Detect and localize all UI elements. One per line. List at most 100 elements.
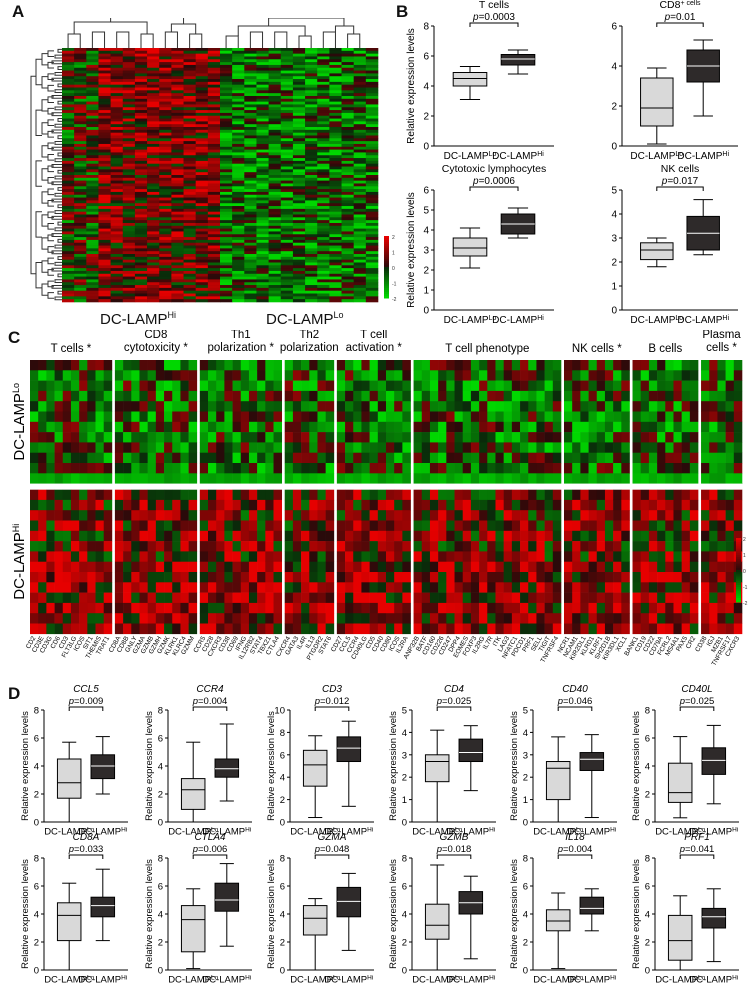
heatmap-a-cell	[122, 90, 136, 94]
heatmap-a-cell	[292, 53, 306, 57]
heatmap-c-cell-hi	[429, 530, 439, 542]
heatmap-a-cell	[62, 138, 75, 142]
heatmap-a-cell	[110, 270, 124, 275]
heatmap-a-cell	[220, 84, 233, 88]
heatmap-c-cell-hi	[503, 520, 513, 532]
heatmap-c-cell-lo	[479, 390, 488, 402]
heatmap-a-cell	[244, 146, 257, 150]
heatmap-c-cell-hi	[30, 582, 39, 593]
heatmap-c-cell-lo	[503, 370, 513, 381]
heatmap-c-cell-hi	[689, 489, 699, 501]
heatmap-a-cell	[195, 112, 209, 117]
heatmap-c-cell-lo	[604, 380, 614, 392]
heatmap-a-cell	[292, 160, 306, 165]
heatmap-c-cell-hi	[131, 541, 140, 552]
heatmap-a-cell	[110, 180, 124, 184]
category-label: NK cells *	[572, 343, 622, 355]
heatmap-a-cell	[98, 56, 111, 60]
heatmap-a-cell	[147, 67, 160, 71]
heatmap-a-cell	[232, 146, 245, 150]
heatmap-c-cell-hi	[413, 510, 423, 521]
heatmap-c-cell-hi	[454, 592, 464, 604]
heatmap-a-cell	[62, 208, 75, 212]
heatmap-a-cell	[329, 254, 342, 258]
heatmap-c-cell-lo	[353, 411, 362, 423]
heatmap-c-cell-lo	[640, 432, 650, 443]
heatmap-a-cell	[98, 166, 111, 170]
heatmap-a-cell	[159, 251, 172, 255]
heatmap-c-cell-lo	[95, 452, 105, 464]
heatmap-a-cell	[292, 149, 306, 153]
heatmap-c-cell-hi	[103, 541, 113, 552]
heatmap-a-cell	[353, 211, 367, 215]
heatmap-c-cell-hi	[613, 623, 622, 635]
heatmap-a-cell	[305, 124, 318, 128]
heatmap-c-cell-hi	[648, 530, 658, 542]
heatmap-c-cell-lo	[733, 401, 743, 412]
heatmap-a-cell	[147, 73, 160, 77]
heatmap-a-cell	[86, 53, 99, 57]
heatmap-c-cell-hi	[172, 551, 181, 562]
heatmap-a-cell	[220, 251, 233, 255]
heatmap-a-cell	[122, 254, 136, 258]
heatmap-a-cell	[62, 53, 75, 57]
group-hi-sup: Hi	[167, 310, 177, 320]
heatmap-a-cell	[171, 166, 184, 170]
heatmap-c-cell-lo	[394, 442, 403, 453]
heatmap-a-cell	[134, 228, 148, 232]
heatmap-c-cell-hi	[520, 592, 529, 604]
heatmap-c-cell-lo	[199, 463, 209, 474]
dendrogram-branch	[57, 152, 62, 157]
heatmap-a-cell	[86, 70, 99, 74]
heatmap-a-cell	[292, 124, 306, 128]
heatmap-a-cell	[341, 172, 354, 176]
heatmap-c-cell-hi	[386, 510, 395, 521]
heatmap-c-cell-lo	[292, 452, 302, 464]
heatmap-a-cell	[232, 273, 245, 277]
heatmap-a-cell	[98, 84, 111, 88]
heatmap-c-cell-lo	[709, 442, 718, 453]
heatmap-c-cell-lo	[536, 360, 545, 371]
heatmap-c-cell-lo	[479, 463, 488, 474]
heatmap-a-cell	[122, 220, 136, 224]
heatmap-a-cell	[183, 107, 196, 111]
heatmap-c-cell-hi	[131, 602, 140, 614]
heatmap-c-cell-hi	[596, 499, 606, 511]
heatmap-a-cell	[110, 95, 124, 100]
heatmap-a-cell	[183, 285, 196, 289]
heatmap-c-cell-hi	[544, 582, 554, 593]
heatmap-c-cell-hi	[240, 613, 250, 624]
heatmap-a-cell	[207, 237, 221, 241]
heatmap-a-cell	[183, 228, 196, 232]
heatmap-c-cell-lo	[421, 401, 431, 412]
heatmap-c-cell-hi	[413, 602, 423, 614]
heatmap-a-cell	[122, 222, 136, 227]
heatmap-c-cell-lo	[232, 411, 242, 423]
heatmap-a-cell	[62, 279, 75, 283]
heatmap-c-cell-lo	[123, 380, 132, 392]
heatmap-a-cell	[317, 169, 330, 173]
heatmap-c-cell-hi	[325, 510, 335, 521]
heatmap-a-cell	[244, 127, 257, 131]
heatmap-a-cell	[365, 104, 379, 108]
heatmap-a-cell	[244, 268, 257, 272]
heatmap-a-cell	[171, 183, 184, 187]
heatmap-c-cell-hi	[536, 541, 545, 552]
heatmap-c-cell-lo	[309, 380, 318, 392]
heatmap-c-cell-lo	[479, 432, 488, 443]
heatmap-c-cell-lo	[511, 370, 521, 381]
heatmap-a-cell	[244, 208, 257, 212]
heatmap-c-cell-hi	[95, 520, 105, 532]
heatmap-c-cell-lo	[377, 380, 387, 392]
heatmap-a-cell	[268, 79, 282, 83]
heatmap-c-cell-lo	[257, 473, 266, 484]
heatmap-c-cell-lo	[657, 421, 666, 433]
y-tick-label: 0	[423, 142, 429, 153]
heatmap-a-cell	[62, 98, 75, 102]
heatmap-c-cell-hi	[394, 530, 403, 542]
heatmap-a-cell	[280, 73, 294, 77]
heatmap-c-cell-hi	[701, 613, 710, 624]
heatmap-c-cell-hi	[454, 613, 464, 624]
heatmap-c-cell-lo	[665, 370, 674, 381]
